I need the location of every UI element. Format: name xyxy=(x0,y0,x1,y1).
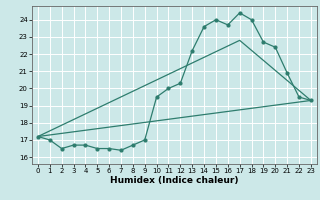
X-axis label: Humidex (Indice chaleur): Humidex (Indice chaleur) xyxy=(110,176,239,185)
